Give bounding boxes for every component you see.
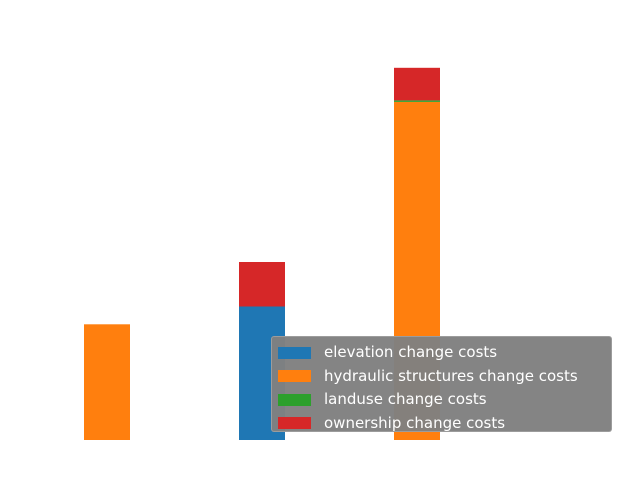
legend-swatch (278, 417, 311, 430)
legend-entry-landuse: landuse change costs (278, 388, 611, 412)
legend-swatch (278, 370, 311, 383)
bar-segment-3-series-3 (394, 100, 440, 102)
legend-swatch (278, 393, 311, 406)
legend-entry-elevation: elevation change costs (278, 341, 611, 365)
bar-segment-2-series-4 (239, 262, 285, 307)
legend-label: landuse change costs (324, 390, 487, 409)
bar-segment-3-series-4 (394, 67, 440, 101)
legend: elevation change costs hydraulic structu… (271, 336, 612, 432)
legend-entry-ownership: ownership change costs (278, 412, 611, 436)
legend-label: hydraulic structures change costs (324, 366, 578, 385)
bar-segment-1-series-2 (84, 324, 130, 440)
legend-label: ownership change costs (324, 413, 506, 432)
legend-swatch (278, 346, 311, 359)
legend-label: elevation change costs (324, 343, 498, 362)
legend-entry-hydraulic: hydraulic structures change costs (278, 365, 611, 389)
